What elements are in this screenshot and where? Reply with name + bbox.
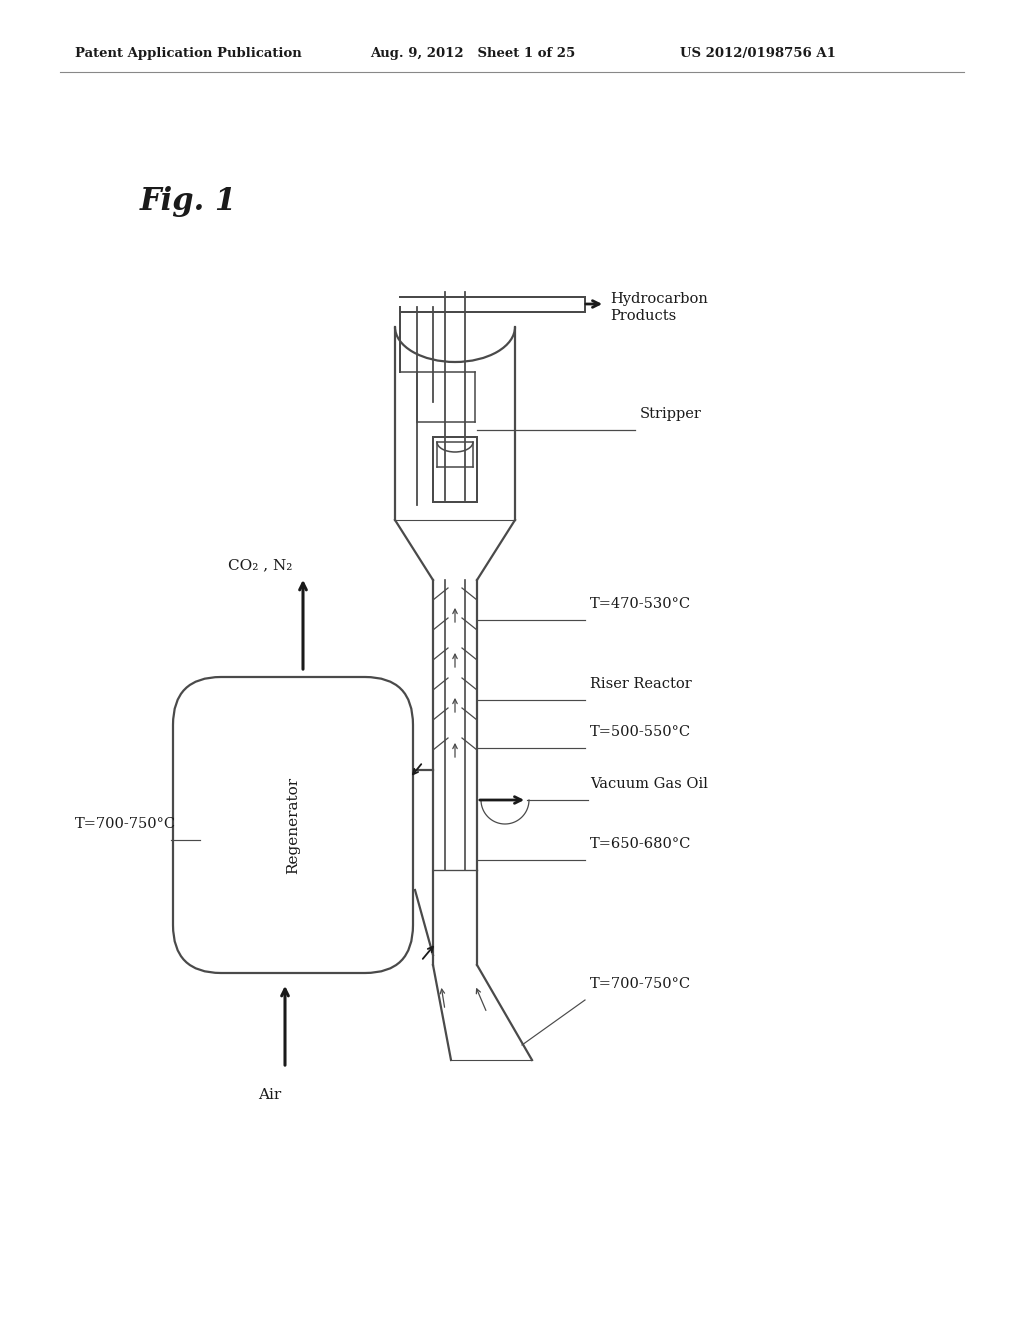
Text: T=650-680°C: T=650-680°C (590, 837, 691, 851)
Text: Patent Application Publication: Patent Application Publication (75, 48, 302, 59)
Text: CO₂ , N₂: CO₂ , N₂ (228, 558, 293, 572)
Text: T=470-530°C: T=470-530°C (590, 597, 691, 611)
Text: Fig. 1: Fig. 1 (140, 186, 238, 216)
Text: Stripper: Stripper (640, 407, 701, 421)
Text: Air: Air (258, 1088, 282, 1102)
Text: Aug. 9, 2012   Sheet 1 of 25: Aug. 9, 2012 Sheet 1 of 25 (370, 48, 575, 59)
Text: Vacuum Gas Oil: Vacuum Gas Oil (590, 777, 708, 791)
Text: Hydrocarbon
Products: Hydrocarbon Products (610, 292, 708, 323)
Text: T=700-750°C: T=700-750°C (590, 977, 691, 991)
Text: T=500-550°C: T=500-550°C (590, 725, 691, 739)
Text: Riser Reactor: Riser Reactor (590, 677, 692, 690)
Text: Regenerator: Regenerator (286, 776, 300, 874)
Text: US 2012/0198756 A1: US 2012/0198756 A1 (680, 48, 836, 59)
Text: T=700-750°C: T=700-750°C (75, 817, 176, 832)
